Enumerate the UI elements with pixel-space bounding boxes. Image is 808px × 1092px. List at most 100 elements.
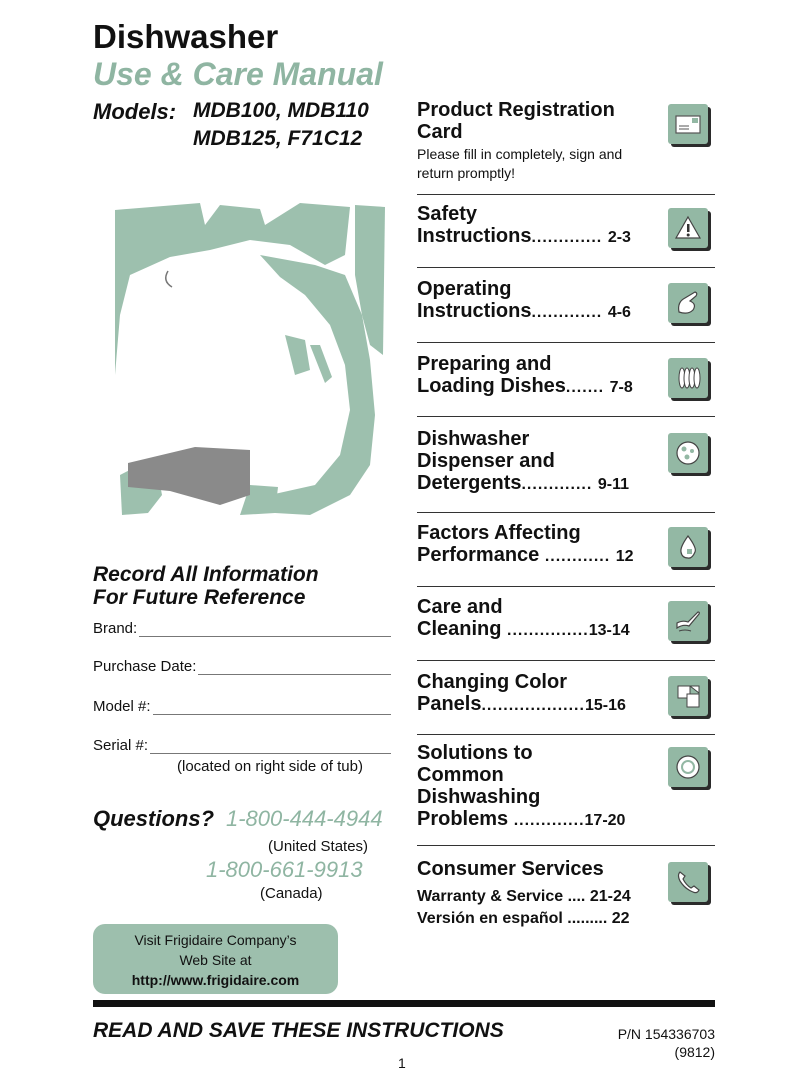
toc-panels-line-1: Changing Color xyxy=(417,671,567,693)
toc-spanish-label: Versión en español xyxy=(417,910,563,927)
serial-label: Serial #: xyxy=(93,737,149,754)
warning-icon xyxy=(668,208,708,248)
website-line-1: Visit Frigidaire Company’s xyxy=(134,932,297,948)
toc-solutions[interactable]: Solutions to Common Dishwashing Problems… xyxy=(417,742,715,832)
toc-safety-label: Instructions xyxy=(417,225,532,247)
envelope-icon xyxy=(668,104,708,144)
toc-panels-line-2: Panels...................15-16 xyxy=(417,693,715,717)
toc-registration-line-1: Product Registration xyxy=(417,99,615,121)
document-title: Dishwasher xyxy=(93,18,279,55)
part-number: P/N 154336703 (9812) xyxy=(590,1025,715,1061)
dispenser-icon xyxy=(668,433,708,473)
toc-safety[interactable]: Safety Instructions............. 2-3 xyxy=(417,203,715,249)
toc-operating-dots: ............. xyxy=(531,304,603,321)
toc-loading-line-1: Preparing and xyxy=(417,353,552,375)
toc-dispenser-line-2: Dispenser and xyxy=(417,450,555,472)
toc-warranty-dots: .... xyxy=(567,888,586,905)
purchase-date-label: Purchase Date: xyxy=(93,658,197,675)
toc-separator xyxy=(417,342,715,343)
toc-factors-pages: 12 xyxy=(615,548,634,565)
part-number-text: P/N 154336703 xyxy=(617,1026,715,1042)
record-heading: Record All Information For Future Refere… xyxy=(93,563,319,609)
brand-field[interactable]: Brand: xyxy=(93,620,391,637)
toc-operating-label: Instructions xyxy=(417,300,532,322)
cleaning-hand-icon xyxy=(668,601,708,641)
toc-safety-line-2: Instructions............. 2-3 xyxy=(417,225,715,249)
toc-spanish-line: Versión en español ......... 22 xyxy=(417,908,715,930)
toc-care[interactable]: Care and Cleaning ...............13-14 xyxy=(417,596,715,642)
toc-safety-pages: 2-3 xyxy=(607,229,631,246)
model-label: Model #: xyxy=(93,698,151,715)
toc-solutions-line-2: Common xyxy=(417,764,504,786)
toc-panels-pages: 15-16 xyxy=(584,697,626,714)
models-label: Models: xyxy=(93,99,177,124)
model-field[interactable]: Model #: xyxy=(93,698,391,715)
toc-separator xyxy=(417,194,715,195)
toc-loading-pages: 7-8 xyxy=(609,379,633,396)
brand-label: Brand: xyxy=(93,620,138,637)
toc-care-dots: ............... xyxy=(507,622,589,639)
brand-line[interactable] xyxy=(139,623,391,637)
toc-separator xyxy=(417,660,715,661)
toc-consumer[interactable]: Consumer Services Warranty & Service ...… xyxy=(417,858,715,930)
toc-operating-pages: 4-6 xyxy=(607,304,631,321)
toc-care-line-2: Cleaning ...............13-14 xyxy=(417,618,715,642)
footer-rule xyxy=(93,1000,715,1007)
toc-care-label: Cleaning xyxy=(417,618,502,640)
toc-solutions-label: Problems xyxy=(417,808,509,830)
phone-icon xyxy=(668,862,708,902)
phone-canada[interactable]: 1-800-661-9913 xyxy=(206,857,363,882)
page-number: 1 xyxy=(398,1055,406,1071)
canada-label: (Canada) xyxy=(260,885,323,902)
toc-consumer-heading: Consumer Services xyxy=(417,858,604,880)
toc-separator xyxy=(417,512,715,513)
toc-separator xyxy=(417,734,715,735)
toc-spanish-pages: 22 xyxy=(611,910,630,927)
toc-registration-desc-2: return promptly! xyxy=(417,165,516,181)
toc-factors-line-1: Factors Affecting xyxy=(417,522,581,544)
toc-solutions-line-4: Problems .............17-20 xyxy=(417,808,715,832)
toc-spanish-dots: ......... xyxy=(567,910,608,927)
toc-separator xyxy=(417,267,715,268)
read-save-instructions: READ AND SAVE THESE INSTRUCTIONS xyxy=(93,1019,504,1042)
toc-operating[interactable]: Operating Instructions............. 4-6 xyxy=(417,278,715,324)
record-heading-line-1: Record All Information xyxy=(93,563,319,586)
toc-registration[interactable]: Product Registration Card Please fill in… xyxy=(417,99,715,183)
models-line-1: MDB100, MDB110 xyxy=(193,99,369,122)
toc-warranty-line: Warranty & Service .... 21-24 xyxy=(417,886,715,908)
color-panel-icon xyxy=(668,676,708,716)
record-heading-line-2: For Future Reference xyxy=(93,586,306,609)
toc-dispenser-pages: 9-11 xyxy=(597,476,629,493)
toc-solutions-line-1: Solutions to xyxy=(417,742,533,764)
document-subtitle: Use & Care Manual xyxy=(93,56,383,92)
toc-panels-dots: ................... xyxy=(481,697,585,714)
model-line[interactable] xyxy=(152,701,391,715)
toc-loading-line-2: Loading Dishes....... 7-8 xyxy=(417,375,715,399)
toc-registration-line-2: Card xyxy=(417,121,463,143)
toc-panels-label: Panels xyxy=(417,693,482,715)
toc-safety-line-1: Safety xyxy=(417,203,478,225)
toc-factors-line-2: Performance ............ 12 xyxy=(417,544,715,568)
toc-solutions-dots: ............. xyxy=(513,812,585,829)
toc-dispenser-dots: ............. xyxy=(521,476,593,493)
toc-factors[interactable]: Factors Affecting Performance ..........… xyxy=(417,522,715,568)
toc-panels[interactable]: Changing Color Panels...................… xyxy=(417,671,715,717)
toc-operating-line-2: Instructions............. 4-6 xyxy=(417,300,715,324)
serial-line[interactable] xyxy=(150,740,391,754)
toc-separator xyxy=(417,586,715,587)
toc-care-pages: 13-14 xyxy=(588,622,630,639)
toc-registration-desc-1: Please fill in completely, sign and xyxy=(417,146,623,162)
phone-us[interactable]: 1-800-444-4944 xyxy=(226,806,383,831)
models-line-2: MDB125, F71C12 xyxy=(193,127,363,150)
questions-label: Questions? xyxy=(93,806,215,831)
serial-note: (located on right side of tub) xyxy=(177,758,363,775)
purchase-date-field[interactable]: Purchase Date: xyxy=(93,658,391,675)
dish-rack-icon xyxy=(668,358,708,398)
toc-dispenser[interactable]: Dishwasher Dispenser and Detergents.....… xyxy=(417,428,715,496)
toc-dispenser-label: Detergents xyxy=(417,472,522,494)
toc-loading[interactable]: Preparing and Loading Dishes....... 7-8 xyxy=(417,353,715,399)
serial-field[interactable]: Serial #: xyxy=(93,737,391,754)
website-url[interactable]: http://www.frigidaire.com xyxy=(131,972,300,988)
toc-solutions-line-3: Dishwashing xyxy=(417,786,541,808)
purchase-date-line[interactable] xyxy=(198,661,391,675)
